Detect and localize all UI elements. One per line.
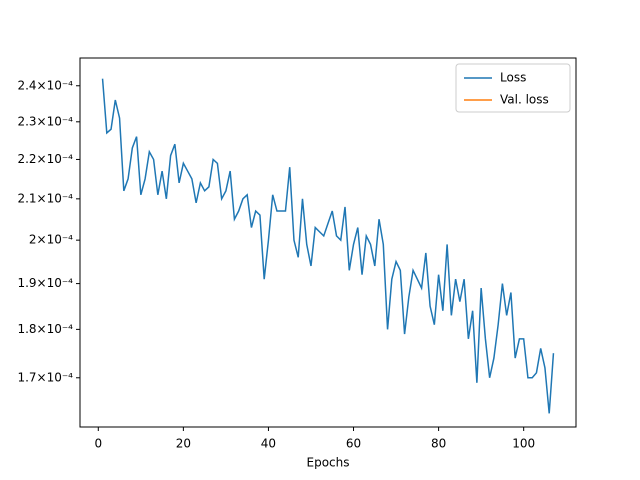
series-line — [101, 78, 555, 414]
x-tick-label: 0 — [94, 437, 102, 451]
x-tick-label: 100 — [512, 437, 535, 451]
y-tick-label: 1.9×10⁻⁴ — [17, 276, 73, 290]
y-tick-label: 2.2×10⁻⁴ — [17, 152, 73, 166]
y-tick-label: 2.1×10⁻⁴ — [17, 191, 73, 205]
x-tick-label: 80 — [431, 437, 446, 451]
x-tick-label: 20 — [176, 437, 191, 451]
y-tick-label: 2.3×10⁻⁴ — [17, 114, 73, 128]
axes-frame — [79, 57, 577, 428]
x-tick-label: 60 — [346, 437, 361, 451]
x-axis-label: Epochs — [307, 456, 350, 470]
y-tick-label: 1.7×10⁻⁴ — [17, 370, 73, 384]
legend-label: Val. loss — [500, 93, 549, 107]
y-tick-label: 1.8×10⁻⁴ — [17, 322, 73, 336]
y-tick-label: 2.4×10⁻⁴ — [17, 78, 73, 92]
y-tick-label: 2×10⁻⁴ — [29, 233, 73, 247]
legend-label: Loss — [500, 71, 526, 85]
x-tick-label: 40 — [261, 437, 276, 451]
